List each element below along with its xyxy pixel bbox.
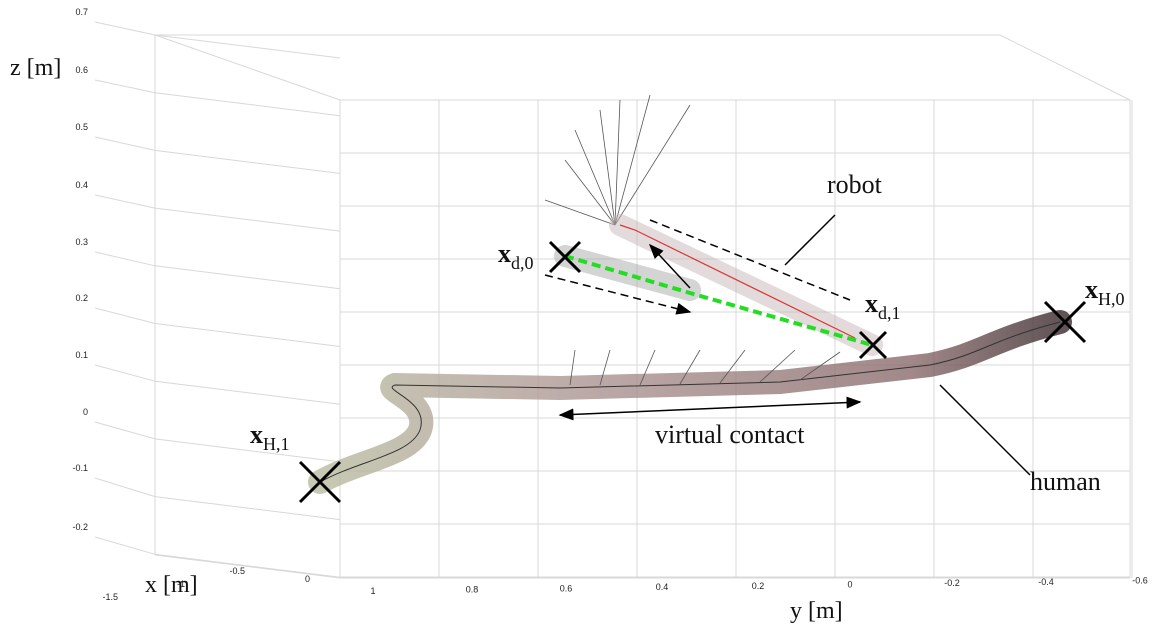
- desired-path: [564, 254, 873, 347]
- point-label: xH,1: [250, 420, 290, 454]
- grid-line: [154, 553, 341, 578]
- human-trajectory: [308, 310, 1072, 494]
- z-tick-label: 0.6: [75, 65, 88, 75]
- grid-line: [154, 207, 341, 232]
- human-centerline: [319, 321, 1061, 483]
- x-tick-label: -0.5: [229, 566, 245, 576]
- robot-trajectory: [619, 224, 856, 339]
- grid: [154, 34, 1131, 579]
- point-label: xd,0: [498, 239, 534, 273]
- x-tick-label: -1: [177, 579, 185, 589]
- force-vectors: [544, 94, 841, 386]
- y-tick-label: -0.6: [1132, 576, 1148, 586]
- grid-line: [154, 34, 341, 59]
- grid-line: [94, 136, 156, 151]
- y-tick-label: 1: [370, 586, 375, 596]
- arrows: [298, 214, 1087, 504]
- grid-line: [154, 323, 341, 347]
- z-tick-label: 0: [83, 407, 88, 417]
- grid-line: [154, 496, 341, 521]
- y-tick-label: -0.2: [944, 578, 960, 588]
- z-tick-label: 0.4: [75, 180, 88, 190]
- y-tick-label: -0.4: [1038, 577, 1054, 587]
- point-symbol: x: [498, 239, 511, 268]
- y-tick-label: 0.4: [656, 582, 669, 592]
- grid-line: [94, 364, 156, 382]
- grid-line: [154, 438, 341, 463]
- z-axis-label: z [m]: [10, 55, 61, 81]
- z-tick-label: -0.2: [72, 522, 88, 532]
- x-axis-label: x [m]: [145, 572, 198, 598]
- robot-label: robot: [827, 170, 883, 199]
- grid-line: [94, 194, 156, 209]
- grid-lines: [94, 21, 1133, 578]
- z-tick-label: 0.7: [75, 7, 88, 17]
- y-tick-label: 0.8: [466, 585, 479, 595]
- grid-line: [154, 380, 341, 405]
- point-label: xH,0: [1085, 275, 1125, 309]
- point-subscript: d,0: [511, 253, 534, 273]
- point-subscript: H,0: [1098, 289, 1125, 309]
- y-axis-label: y [m]: [790, 598, 843, 624]
- grid-line: [94, 421, 156, 440]
- y-tick-label: 0.2: [752, 581, 765, 591]
- y-tick-label: 0: [847, 580, 852, 590]
- grid-line: [94, 307, 156, 324]
- point-subscript: H,1: [263, 434, 290, 454]
- grid-line: [154, 92, 341, 117]
- z-tick-label: 0.1: [75, 350, 88, 360]
- y-tick-label: 0.6: [560, 583, 573, 593]
- point-symbol: x: [250, 420, 263, 449]
- point-symbol: x: [865, 289, 878, 318]
- grid-line: [154, 265, 341, 290]
- grid-line: [94, 536, 156, 555]
- human-label: human: [1030, 467, 1101, 496]
- grid-line: [94, 477, 156, 498]
- z-tick-label: 0.2: [75, 293, 88, 303]
- x-tick-label: -1.5: [102, 592, 118, 602]
- z-tick-label: 0.3: [75, 237, 88, 247]
- virtual-contact-label: virtual contact: [655, 420, 805, 449]
- grid-line: [94, 251, 156, 267]
- grid-line: [154, 149, 341, 174]
- point-subscript: d,1: [878, 303, 901, 323]
- grid-line: [94, 79, 156, 94]
- z-tick-label: 0.5: [75, 122, 88, 132]
- x-tick-label: 0: [305, 574, 310, 584]
- grid-line: [94, 21, 156, 36]
- point-label: xd,1: [865, 289, 901, 323]
- point-symbol: x: [1085, 275, 1098, 304]
- z-tick-label: -0.1: [72, 463, 88, 473]
